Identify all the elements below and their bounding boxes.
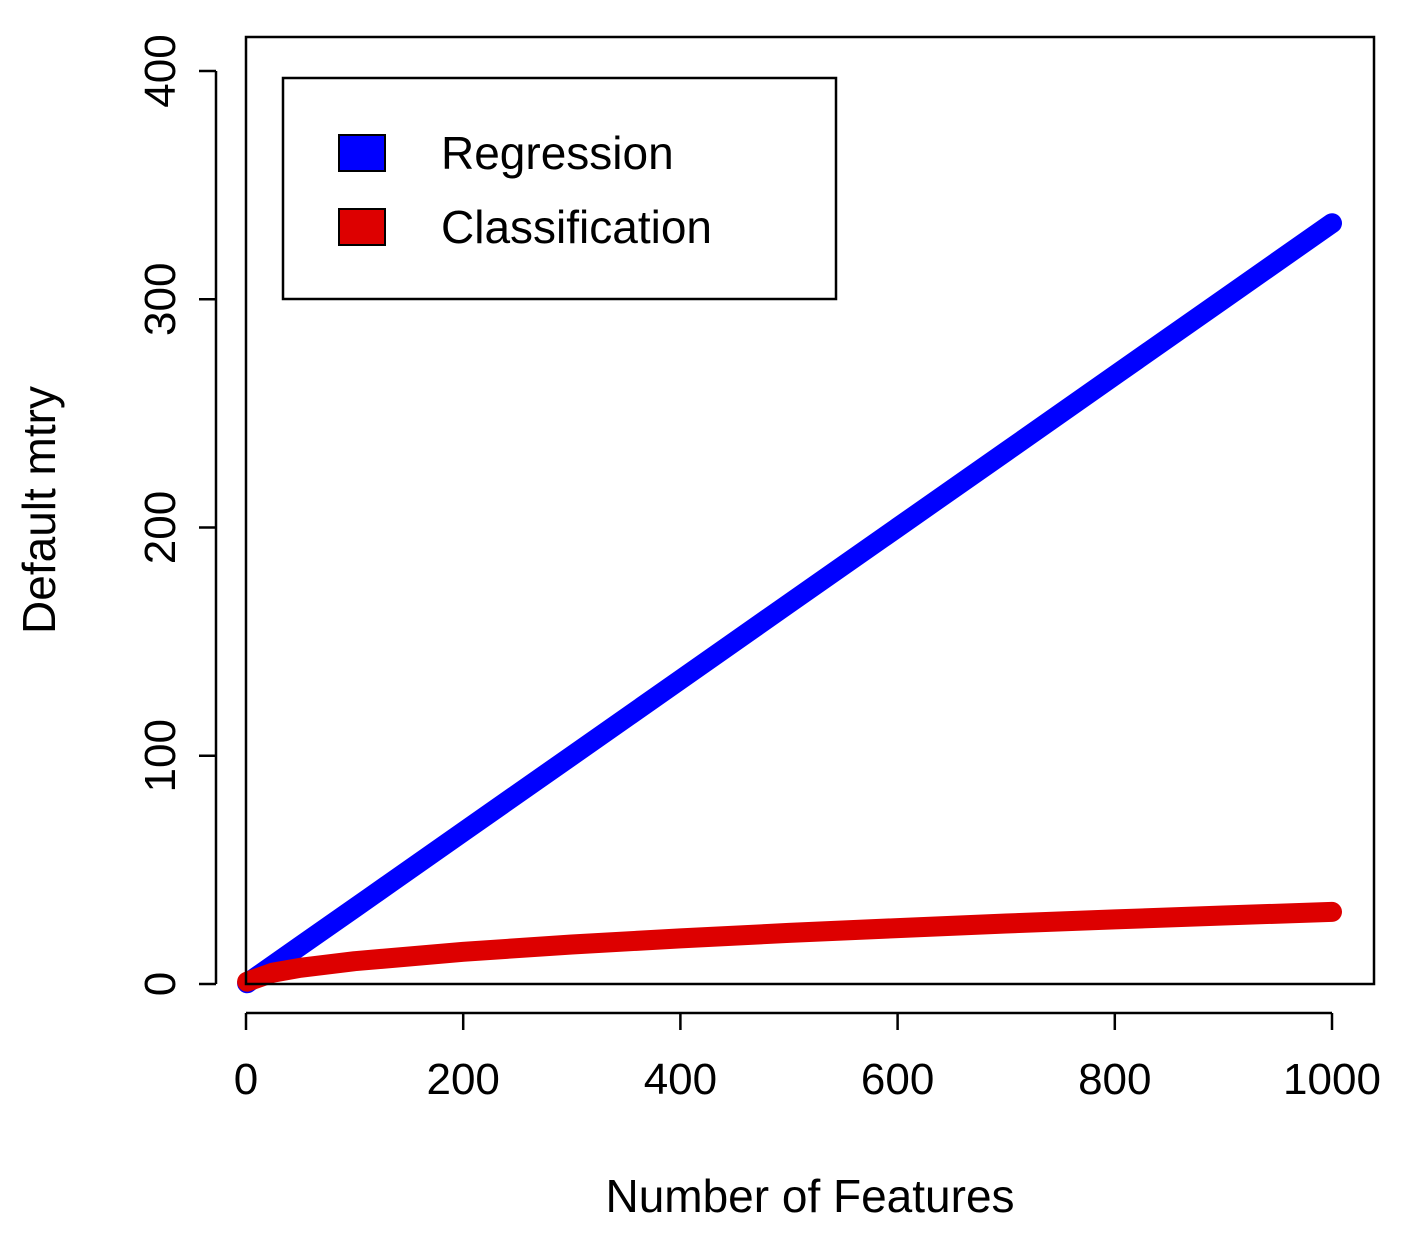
y-tick-label: 0 — [136, 972, 185, 996]
series-line-regression — [237, 213, 1342, 994]
legend-swatch-regression — [338, 134, 386, 172]
legend: Regression Classification — [281, 76, 838, 301]
x-tick-label: 1000 — [1283, 1055, 1381, 1104]
x-tick-label: 200 — [426, 1055, 499, 1104]
x-tick-label: 0 — [234, 1055, 258, 1104]
y-tick-label: 100 — [136, 719, 185, 792]
y-tick-label: 400 — [136, 34, 185, 107]
y-axis: 0 100 200 300 400 — [136, 34, 218, 996]
series-line-classification — [237, 901, 1342, 992]
x-tick-label: 600 — [861, 1055, 934, 1104]
legend-box — [281, 76, 838, 301]
legend-label-regression: Regression — [441, 127, 674, 179]
y-tick-label: 200 — [136, 491, 185, 564]
legend-label-classification: Classification — [441, 201, 712, 253]
plot-frame — [244, 35, 1376, 986]
x-tick-label: 400 — [644, 1055, 717, 1104]
y-axis-title: Default mtry — [13, 386, 65, 634]
y-tick-label: 300 — [136, 263, 185, 336]
legend-swatch-classification — [338, 208, 386, 246]
x-tick-label: 800 — [1078, 1055, 1151, 1104]
plot-lines — [237, 213, 1342, 994]
x-axis-title: Number of Features — [605, 1170, 1014, 1222]
x-axis: 0 200 400 600 800 1000 — [234, 1011, 1381, 1104]
